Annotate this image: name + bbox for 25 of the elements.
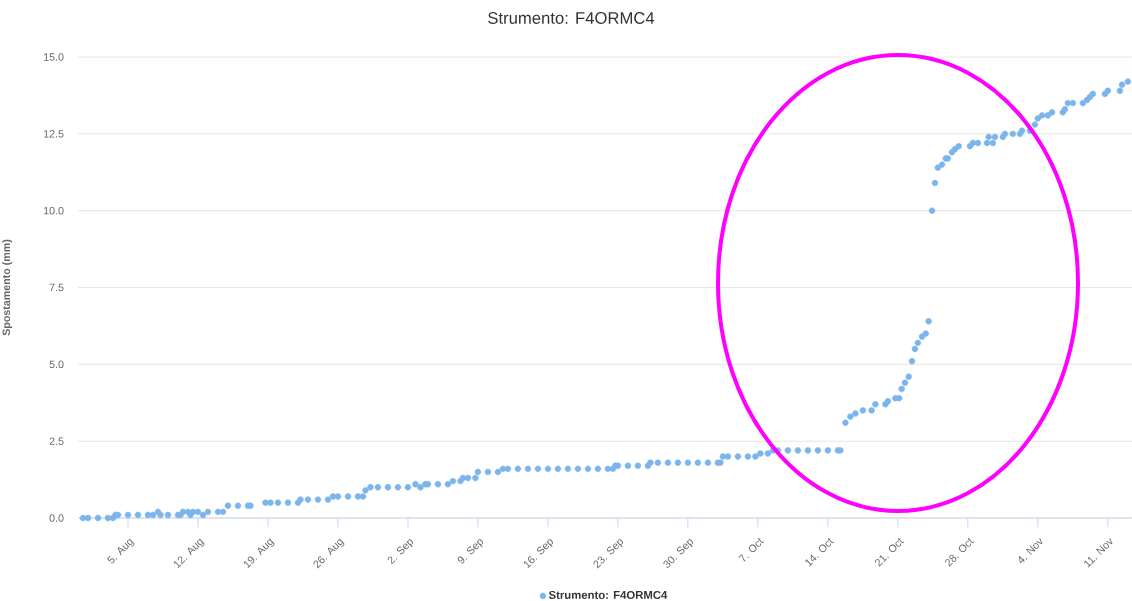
- x-tick-label: 12. Aug: [173, 538, 205, 569]
- y-tick-label: 5.0: [49, 360, 64, 369]
- x-tick-label: 5. Aug: [107, 538, 135, 564]
- y-tick-label: 10.0: [44, 206, 64, 215]
- y-tick-label: 15.0: [44, 53, 64, 61]
- y-tick-label: 0.0: [49, 514, 64, 522]
- legend-label: Strumento: F4ORMC4: [548, 590, 668, 599]
- x-tick-label: 23. Sep: [593, 539, 624, 569]
- y-tick-label: 12.5: [44, 130, 64, 138]
- y-tick-label: 2.5: [49, 437, 64, 445]
- x-tick-label: 9. Sep: [457, 539, 484, 564]
- x-tick-label: 4. Nov: [1018, 538, 1043, 564]
- x-tick-label: 30. Sep: [663, 539, 693, 568]
- x-tick-label: 2. Sep: [387, 539, 414, 565]
- x-tick-label: 7. Oct: [738, 538, 765, 562]
- y-axis-title: Spostamento (mm): [2, 239, 13, 336]
- x-tick-label: 16. Sep: [523, 539, 554, 569]
- x-tick-label: 21. Oct: [875, 538, 905, 567]
- y-tick-label: 7.5: [49, 283, 64, 292]
- x-tick-label: 19. Aug: [243, 538, 275, 569]
- x-tick-label: 28. Oct: [945, 538, 974, 567]
- x-tick-label: 14. Oct: [805, 538, 835, 567]
- chart-title: Strumento: F4ORMC4: [488, 12, 655, 24]
- x-tick-label: 26. Aug: [313, 538, 345, 569]
- x-tick-label: 11. Nov: [1084, 538, 1113, 568]
